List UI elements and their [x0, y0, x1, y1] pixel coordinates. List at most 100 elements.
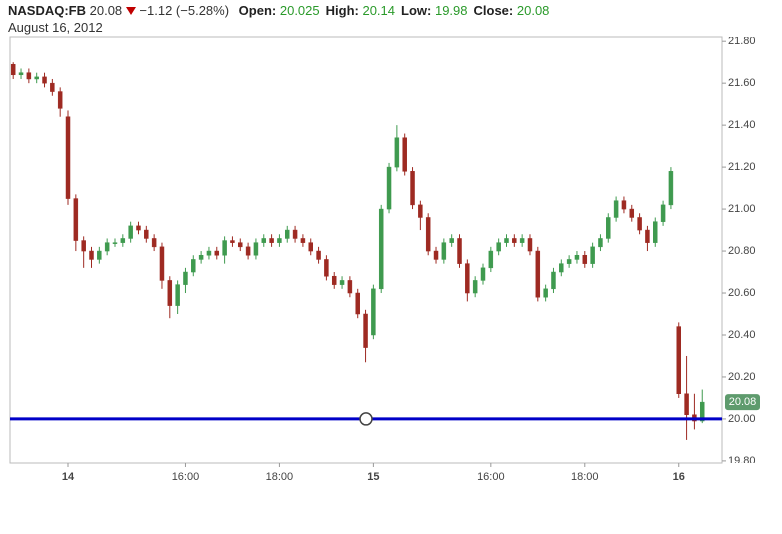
candle-body	[175, 284, 180, 306]
candle-body	[136, 225, 141, 231]
candle-body	[57, 91, 63, 109]
candle-body	[637, 217, 642, 231]
y-tick-label: 20.20	[728, 371, 756, 383]
y-tick-label: 20.80	[728, 245, 756, 257]
date: August 16, 2012	[8, 20, 103, 35]
change: −1.12 (−5.28%)	[139, 3, 230, 18]
candle-body	[198, 254, 204, 260]
candle-body	[559, 263, 564, 273]
candle-body	[699, 401, 705, 422]
candle-body	[245, 246, 251, 256]
candle-body	[191, 259, 196, 273]
price-badge	[725, 394, 760, 411]
candle-body	[480, 267, 486, 281]
candle-body	[253, 242, 259, 256]
down-arrow	[125, 7, 136, 16]
candle-body	[144, 229, 149, 239]
y-tick-label: 21.80	[728, 35, 756, 47]
candle-body	[159, 246, 165, 281]
candle-body	[512, 238, 517, 243]
candle-body	[465, 263, 470, 294]
candle-body	[97, 250, 102, 260]
candle-body	[676, 326, 681, 394]
candle-body	[527, 238, 533, 252]
candle-body	[167, 280, 173, 306]
stat-label: High:	[325, 3, 359, 18]
candle-body	[488, 250, 494, 269]
candle-body	[449, 238, 454, 243]
candle-body	[629, 208, 635, 218]
candle-body	[18, 72, 24, 76]
candle-body	[81, 240, 86, 252]
x-tick-label: 18:00	[266, 471, 294, 483]
candle-body	[402, 137, 407, 172]
candle-body	[316, 250, 321, 260]
y-tick-label: 20.00	[728, 413, 756, 425]
candle-body	[425, 217, 431, 252]
y-tick-label: 20.40	[728, 329, 756, 341]
candle-body	[433, 250, 439, 260]
candle-body	[183, 271, 188, 285]
candle-body	[214, 250, 220, 256]
candle-body	[621, 200, 627, 210]
candle-body	[566, 259, 572, 264]
candle-body	[300, 238, 306, 243]
y-tick-label: 20.60	[728, 287, 756, 299]
candle-body	[308, 242, 313, 252]
candle-body	[206, 250, 212, 256]
candle-body	[50, 82, 55, 92]
candle-body	[590, 246, 595, 264]
candle-body	[238, 242, 243, 248]
candle-body	[535, 250, 541, 298]
price-badge-label: 20.08	[729, 396, 757, 408]
stat-label: Close:	[473, 3, 514, 18]
candle-body	[496, 242, 501, 252]
candle-body	[418, 204, 423, 218]
symbol: NASDAQ:FB	[8, 3, 86, 18]
candle-body	[551, 271, 556, 290]
candle-body	[292, 229, 298, 239]
x-tick-label: 16:00	[477, 471, 505, 483]
candle-body	[26, 72, 32, 80]
candle-body	[504, 238, 509, 243]
candle-body	[660, 204, 666, 222]
x-tick-label: 14	[62, 471, 75, 483]
candle-body	[112, 242, 118, 244]
candle-body	[120, 238, 126, 243]
candle-body	[582, 254, 588, 264]
candle-body	[89, 250, 94, 260]
candle-body	[606, 217, 611, 239]
candle-body	[151, 238, 157, 248]
x-tick-label: 18:00	[571, 471, 599, 483]
y-tick-label: 21.60	[728, 77, 756, 89]
stat-value: 20.025	[279, 3, 320, 18]
candle-body	[653, 221, 658, 243]
candle-body	[543, 288, 548, 298]
x-tick-label: 16:00	[172, 471, 200, 483]
x-tick-label: 15	[367, 471, 379, 483]
candle-body	[261, 238, 267, 243]
header: NASDAQ:FB 20.08 −1.12 (−5.28%) Open: 20.…	[8, 2, 555, 36]
candle-body	[378, 208, 384, 290]
quote-row: NASDAQ:FB 20.08 −1.12 (−5.28%) Open: 20.…	[8, 2, 555, 19]
candle-body	[339, 280, 345, 285]
y-tick-label: 21.40	[728, 119, 756, 131]
candle-body	[34, 76, 39, 80]
candle-body	[10, 64, 16, 76]
candle-body	[73, 198, 79, 241]
stat-label: Open:	[238, 3, 277, 18]
candle-body	[65, 116, 71, 199]
candle-body	[277, 238, 282, 243]
y-tick-label: 19.80	[728, 455, 756, 467]
x-tick-label: 16	[673, 471, 685, 483]
y-tick-label: 21.00	[728, 203, 756, 215]
candle-body	[42, 76, 47, 84]
candle-body	[363, 313, 368, 348]
candle-body	[410, 171, 415, 206]
candle-body	[441, 242, 447, 260]
candle-body	[613, 200, 619, 218]
candle-body	[598, 238, 603, 248]
stat-value: 20.14	[362, 3, 396, 18]
